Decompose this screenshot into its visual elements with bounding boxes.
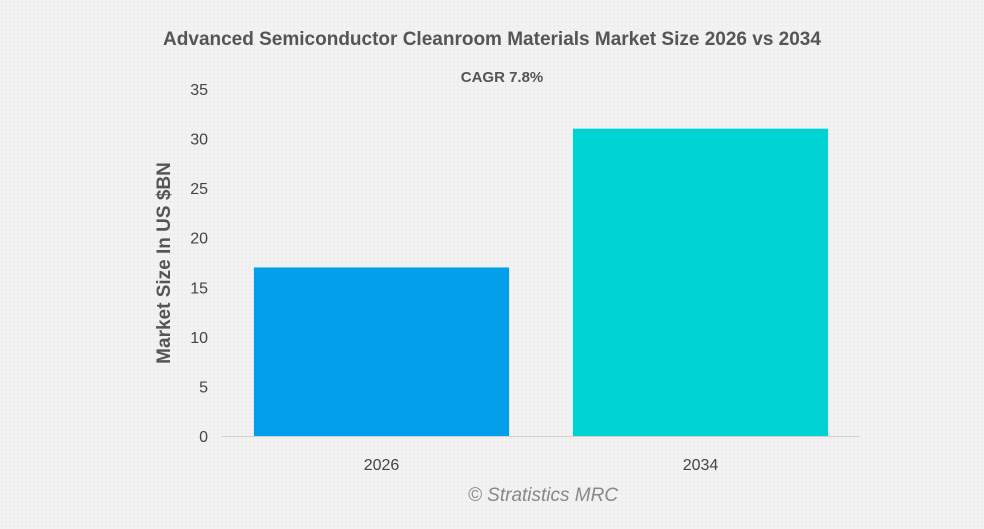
y-tick-label: 10 [190,330,208,347]
y-axis: 0 5 10 15 20 25 30 35 [190,82,208,446]
chart-title: Advanced Semiconductor Cleanroom Materia… [163,29,821,50]
y-tick-label: 25 [190,181,208,198]
y-tick-label: 15 [190,280,208,297]
y-tick-label: 30 [190,132,208,149]
x-axis: 2026 2034 [364,457,719,474]
y-axis-label: Market Size In US $BN [154,162,175,364]
x-tick-label: 2034 [683,457,719,474]
cagr-annotation: CAGR 7.8% [460,69,544,86]
bar-2026 [253,267,510,436]
bar-2034 [572,128,829,436]
bars [253,128,829,436]
y-tick-label: 5 [199,379,208,396]
y-tick-label: 0 [199,429,208,446]
x-tick-label: 2026 [364,457,400,474]
y-tick-label: 20 [190,231,208,248]
watermark: © Stratistics MRC [467,485,619,506]
y-tick-label: 35 [190,82,208,99]
